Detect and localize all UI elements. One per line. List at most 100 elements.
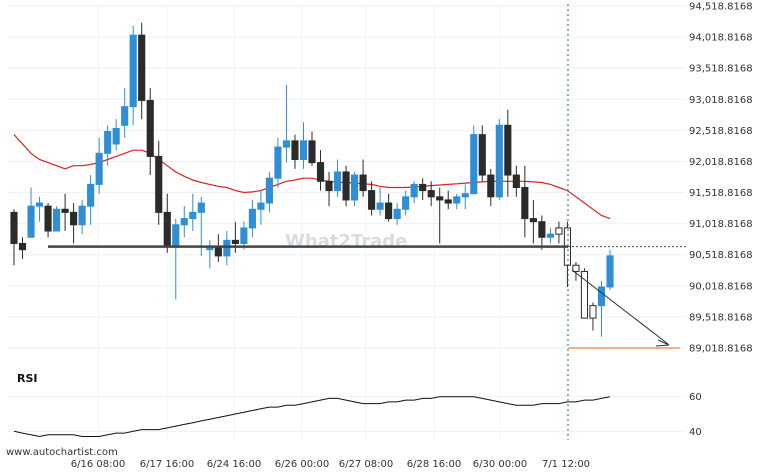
candle-body (572, 264, 580, 272)
candle-body (104, 131, 112, 154)
x-tick-label: 6/16 08:00 (71, 459, 125, 470)
candle-body (53, 208, 61, 232)
candle-body (487, 174, 495, 198)
x-tick-label: 6/24 16:00 (207, 459, 261, 470)
candle-body (333, 171, 342, 192)
candle-body (248, 208, 256, 229)
candle-body (27, 205, 35, 238)
candle-body (351, 174, 359, 201)
x-tick-label: 7/1 12:00 (542, 459, 590, 470)
candle-body (427, 190, 435, 198)
candle-body (453, 196, 461, 204)
candle-body (521, 186, 529, 220)
y-tick-label: 93,518.8168 (689, 64, 753, 75)
level-lines (48, 4, 686, 440)
candle-body (223, 239, 231, 257)
candle-body (495, 124, 503, 198)
candle-body (18, 242, 27, 251)
candle-body (87, 183, 95, 207)
footer-source: www.autochartist.com (6, 447, 118, 458)
candle-body (70, 211, 78, 226)
grid-lines (8, 5, 686, 440)
candle-body (419, 183, 427, 192)
candle-body (299, 140, 308, 161)
candle-body (376, 202, 384, 210)
candle-body (308, 140, 316, 164)
candle-body (512, 174, 520, 188)
rsi-title: RSI (17, 372, 38, 385)
candle-body (529, 218, 537, 223)
candle-body (61, 208, 69, 213)
watermark-logo: What2Trade (285, 231, 407, 252)
candle-body (478, 134, 486, 176)
candle-body (504, 124, 512, 176)
candle-body (444, 199, 452, 204)
y-tick-label: 89,018.8168 (689, 344, 753, 355)
candle-body (368, 190, 376, 210)
candle-body (359, 174, 367, 192)
y-tick-label: 90,018.8168 (689, 281, 753, 292)
candle-body (121, 106, 129, 126)
candle-body (155, 155, 163, 213)
candle-body (146, 99, 154, 157)
x-tick-label: 6/17 16:00 (140, 459, 194, 470)
candle-body (546, 233, 554, 238)
forecast-arrowhead (655, 339, 670, 347)
candle-body (10, 211, 18, 244)
candle-body (240, 227, 248, 244)
rsi-panel: 60 40 (8, 392, 702, 438)
candle-body (291, 140, 299, 161)
candle-body (95, 152, 103, 185)
moving-average-layer (13, 134, 611, 220)
rsi-line (13, 396, 611, 438)
candle-body (580, 270, 589, 319)
candle-body (538, 221, 546, 238)
candle-body (385, 202, 393, 220)
candle-body (231, 239, 239, 244)
y-tick-label: 92,018.8168 (689, 157, 753, 168)
candle-body (342, 171, 350, 201)
candle-body (325, 180, 333, 192)
y-tick-label: 90,518.8168 (689, 250, 753, 261)
x-tick-label: 6/26 00:00 (275, 459, 329, 470)
candle-body (129, 34, 137, 108)
y-tick-label: 89,518.8168 (689, 312, 753, 323)
candle-body (470, 134, 478, 195)
time-axis: 6/16 08:00 6/17 16:00 6/24 16:00 6/26 00:00… (71, 459, 590, 470)
forecast-arrow-shaft (571, 269, 669, 345)
y-tick-label: 92,518.8168 (689, 126, 753, 137)
price-axis: 94,518.8168 94,018.8168 93,518.8168 93,018.… (689, 2, 753, 355)
candle-body (138, 34, 146, 101)
candle-body (410, 183, 418, 198)
candle-body (214, 246, 222, 257)
candle-body (393, 208, 401, 220)
x-tick-label: 6/28 16:00 (407, 459, 461, 470)
candle-body (606, 255, 614, 288)
moving-average-line (13, 134, 611, 220)
candle-body (35, 202, 44, 207)
x-tick-label: 6/30 00:00 (473, 459, 527, 470)
candle-body (78, 205, 86, 226)
candle-body (436, 196, 444, 201)
candle-body (316, 162, 325, 182)
candle-body (282, 140, 291, 148)
x-tick-label: 6/27 08:00 (339, 459, 393, 470)
y-tick-label: 94,018.8168 (689, 33, 753, 44)
y-tick-label: 91,018.8168 (689, 219, 753, 230)
candle-body (44, 205, 52, 232)
y-tick-label: 93,018.8168 (689, 95, 753, 106)
candle-body (112, 127, 120, 145)
candle-body (402, 196, 410, 210)
candle-body (197, 202, 205, 213)
candle-body (589, 305, 597, 319)
candlestick-layer (10, 22, 614, 337)
candle-body (180, 218, 188, 226)
candle-body (461, 193, 469, 198)
rsi-tick-label: 60 (689, 392, 702, 403)
candle-body (189, 211, 197, 220)
candle-body (597, 286, 606, 307)
candle-body (265, 177, 273, 204)
y-tick-label: 91,518.8168 (689, 188, 753, 199)
candle-body (163, 211, 171, 248)
